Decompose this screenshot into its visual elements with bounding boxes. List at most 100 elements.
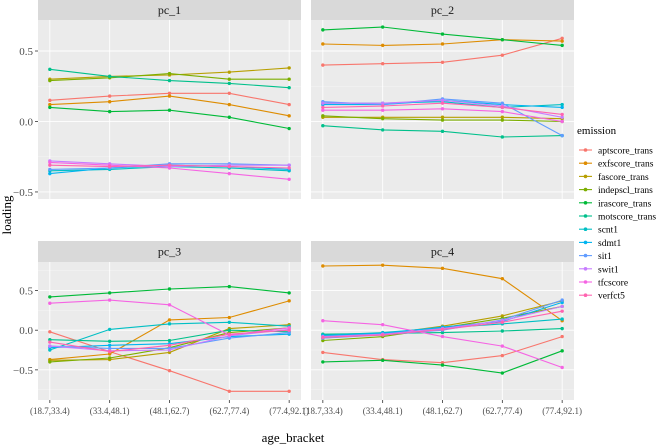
data-point [440, 98, 445, 103]
data-point [321, 264, 325, 268]
data-point [380, 25, 385, 29]
data-point [380, 61, 385, 66]
data-point [287, 330, 291, 335]
data-point [500, 353, 505, 358]
data-point [380, 108, 385, 112]
strip-background [38, 0, 301, 20]
data-point [107, 349, 112, 354]
series-verfct5 [48, 328, 291, 354]
data-point [560, 334, 564, 339]
data-point [321, 42, 325, 46]
data-point [107, 343, 112, 347]
data-point [440, 266, 445, 271]
data-point [107, 100, 112, 104]
data-point [500, 101, 505, 105]
x-tick-label: (33.4,48.1) [363, 406, 403, 416]
data-point [560, 365, 564, 370]
data-point [48, 102, 52, 107]
series-tfcscore [48, 160, 291, 181]
data-point [227, 91, 232, 95]
legend-key-point [583, 187, 588, 192]
data-point [167, 322, 172, 326]
data-point [560, 115, 564, 119]
data-point [440, 107, 445, 111]
data-point [321, 63, 325, 67]
legend-item: tfcscore [579, 278, 628, 289]
data-point [107, 298, 112, 302]
series-exfscore_trans [48, 94, 291, 118]
data-point [560, 304, 564, 309]
data-point [167, 287, 172, 291]
y-tick-label: 0.5 [19, 46, 33, 58]
data-point [440, 330, 445, 335]
data-point [500, 105, 505, 110]
panel-title: pc_4 [431, 245, 454, 259]
data-point [500, 115, 505, 119]
x-tick-label: (33.4,48.1) [90, 406, 130, 416]
panel-pc_1: pc_1 −0.5 0.0 0.5 [13, 0, 301, 199]
x-tick-label: (48.1,62.7) [150, 406, 190, 416]
data-point [48, 360, 52, 364]
data-point [227, 389, 232, 393]
data-point [227, 77, 232, 81]
series-tfcscore [321, 318, 564, 370]
data-point [500, 314, 505, 318]
panel-title: pc_3 [158, 245, 181, 259]
data-point [48, 344, 52, 348]
data-point [500, 109, 505, 114]
legend-item: aptscore_trans [579, 147, 653, 157]
y-axis-title: loading [0, 195, 14, 234]
legend-item: fascore_trans [579, 172, 649, 183]
series-motscore_trans [48, 67, 291, 90]
series-indepscl_trans [48, 71, 291, 83]
data-point [227, 171, 232, 176]
data-point [287, 389, 291, 393]
legend-key-point [583, 280, 588, 284]
data-point [48, 301, 52, 305]
legend-key-point [583, 174, 588, 179]
data-point [48, 167, 52, 172]
legend-key-point [583, 267, 588, 271]
series-verfct5 [321, 309, 564, 340]
data-point [48, 67, 52, 72]
data-point [167, 94, 172, 98]
data-point [167, 350, 172, 355]
data-point [560, 133, 564, 138]
legend-item: swit1 [579, 265, 619, 275]
data-point [167, 163, 172, 167]
series-aptscore_trans [48, 330, 291, 393]
data-point [500, 276, 505, 281]
data-point [321, 360, 325, 364]
legend-title: emission [577, 125, 617, 137]
data-point [287, 177, 291, 181]
data-point [227, 284, 232, 289]
data-point [107, 346, 112, 351]
legend-key-point [583, 253, 588, 258]
data-point [500, 118, 505, 122]
data-point [380, 101, 385, 105]
data-point [287, 326, 291, 330]
data-point [380, 104, 385, 108]
panel-title: pc_1 [158, 3, 181, 17]
legend-item: motscore_trans [579, 213, 656, 223]
data-point [107, 94, 112, 98]
series-irascore_trans [321, 25, 564, 48]
legend-item: verfct5 [579, 291, 625, 302]
data-point [440, 101, 445, 105]
series-aptscore_trans [48, 91, 291, 107]
data-point [107, 164, 112, 169]
x-tick-label: (77.4,92.1) [542, 406, 582, 416]
legend-label: exfscore_trans [598, 159, 654, 170]
data-point [440, 32, 445, 36]
legend-label: sit1 [598, 252, 612, 262]
data-point [321, 124, 325, 128]
legend-key-point [583, 214, 588, 218]
legend-label: fascore_trans [598, 172, 649, 183]
y-tick-label: 0.0 [19, 325, 33, 337]
data-point [227, 164, 232, 169]
data-point [227, 320, 232, 324]
data-point [321, 105, 325, 110]
data-point [560, 43, 564, 48]
data-point [500, 320, 505, 324]
